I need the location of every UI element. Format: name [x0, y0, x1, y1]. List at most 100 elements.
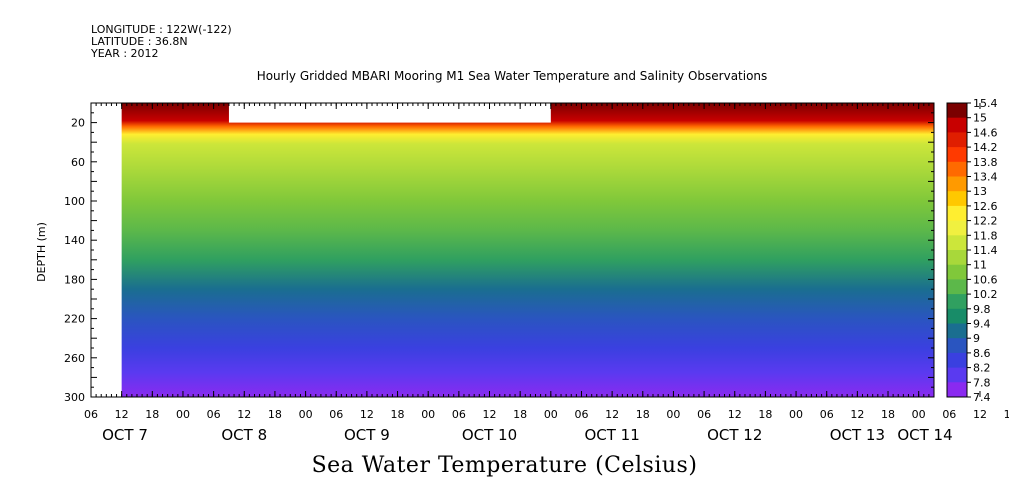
- x-tick-label: 06: [84, 408, 98, 421]
- colorbar-swatch: [947, 294, 967, 310]
- x-tick-label: 00: [789, 408, 803, 421]
- x-tick-label: 18: [881, 408, 895, 421]
- x-tick-label: 12: [115, 408, 129, 421]
- x-tick-label: 18: [758, 408, 772, 421]
- colorbar-swatch: [947, 367, 967, 383]
- y-tick-label: 20: [71, 117, 85, 130]
- longitude-label: LONGITUDE : 122W(-122): [91, 23, 232, 36]
- x-axis: 06 12 18 00 06 12 18 00 06 12 18 00 06 12 18 00 06 12 18 00…: [84, 103, 1009, 444]
- colorbar-swatch: [947, 279, 967, 295]
- x-tick-label: 18: [391, 408, 405, 421]
- x-tick-label: 12: [237, 408, 251, 421]
- colorbar-label: 15: [973, 112, 987, 125]
- x-date-label: OCT 7: [102, 426, 148, 444]
- colorbar-label: 7.8: [973, 376, 991, 389]
- colorbar-label: 14.6: [973, 126, 998, 139]
- colorbar-label: 8.6: [973, 347, 991, 360]
- missing-data-gap: [228, 103, 551, 123]
- x-tick-label: 18: [1004, 408, 1009, 421]
- colorbar-label: 10.2: [973, 288, 998, 301]
- y-tick-label: 220: [64, 313, 85, 326]
- x-date-label: OCT 8: [221, 426, 267, 444]
- colorbar-swatch: [947, 205, 967, 222]
- colorbar-label: 14.2: [973, 141, 998, 154]
- x-tick-label: 06: [697, 408, 711, 421]
- colorbar-swatch: [947, 147, 967, 163]
- colorbar-swatch: [947, 250, 967, 266]
- x-tick-label: 12: [483, 408, 497, 421]
- colorbar-label: 13.8: [973, 156, 998, 169]
- colorbar-swatch: [947, 235, 967, 251]
- colorbar-label: 13: [973, 185, 987, 198]
- temperature-field: [121, 103, 935, 397]
- colorbar-swatch: [947, 323, 967, 339]
- colorbar-label: 9: [973, 332, 980, 345]
- colorbar-label: 11.4: [973, 244, 998, 257]
- chart-title: Hourly Gridded MBARI Mooring M1 Sea Wate…: [257, 69, 768, 83]
- colorbar-swatch: [947, 132, 967, 148]
- y-tick-label: 300: [64, 391, 85, 404]
- x-tick-label: 00: [912, 408, 926, 421]
- colorbar-label: 12.6: [973, 200, 998, 213]
- x-tick-label: 06: [329, 408, 343, 421]
- latitude-label: LATITUDE : 36.8N: [91, 35, 188, 48]
- colorbar-swatch: [947, 103, 967, 119]
- colorbar-swatch: [947, 264, 967, 280]
- x-tick-label: 12: [850, 408, 864, 421]
- colorbar-swatch: [947, 161, 967, 177]
- x-tick-label: 12: [360, 408, 374, 421]
- x-date-label: OCT 12: [707, 426, 762, 444]
- colorbar-swatch: [947, 191, 967, 207]
- colorbar-swatch: [947, 352, 967, 369]
- x-date-label: OCT 11: [584, 426, 639, 444]
- x-tick-label: 06: [207, 408, 221, 421]
- plot-area: [90, 102, 935, 398]
- x-tick-label: 18: [636, 408, 650, 421]
- x-tick-label: 00: [421, 408, 435, 421]
- colorbar-label: 13.4: [973, 171, 998, 184]
- x-date-label: OCT 14: [897, 426, 952, 444]
- x-tick-label: 00: [666, 408, 680, 421]
- y-tick-label: 260: [64, 352, 85, 365]
- x-date-label: OCT 9: [344, 426, 390, 444]
- colorbar-swatch: [947, 308, 967, 324]
- colorbar-label: 11: [973, 259, 987, 272]
- x-tick-label: 06: [574, 408, 588, 421]
- colorbar-swatch: [947, 338, 967, 354]
- x-tick-label: 18: [145, 408, 159, 421]
- y-tick-label: 100: [64, 195, 85, 208]
- colorbar-label: 11.8: [973, 229, 998, 242]
- x-tick-label: 12: [728, 408, 742, 421]
- x-tick-label: 12: [605, 408, 619, 421]
- x-axis-title: Sea Water Temperature (Celsius): [311, 453, 698, 478]
- x-tick-label: 18: [513, 408, 527, 421]
- colorbar-label: 9.8: [973, 303, 991, 316]
- x-tick-label: 06: [452, 408, 466, 421]
- x-tick-label: 00: [299, 408, 313, 421]
- colorbar-swatch: [947, 220, 967, 236]
- y-axis-title: DEPTH (m): [35, 222, 48, 282]
- x-tick-label: 06: [942, 408, 956, 421]
- colorbar-label: 9.4: [973, 318, 991, 331]
- y-tick-label: 60: [71, 156, 85, 169]
- colorbar-label: 10.6: [973, 273, 998, 286]
- x-date-label: OCT 13: [830, 426, 885, 444]
- x-tick-label: 12: [973, 408, 987, 421]
- colorbar-label: 7.4: [973, 391, 991, 404]
- x-tick-label: 06: [820, 408, 834, 421]
- colorbar-swatch: [947, 117, 967, 133]
- x-tick-label: 00: [176, 408, 190, 421]
- x-tick-label: 00: [544, 408, 558, 421]
- colorbar-label: 8.2: [973, 362, 991, 375]
- colorbar-label: 15.4: [973, 97, 998, 110]
- colorbar-swatch: [947, 176, 967, 192]
- y-tick-label: 180: [64, 273, 85, 286]
- year-label: YEAR : 2012: [91, 47, 159, 60]
- y-tick-label: 140: [64, 234, 85, 247]
- colorbar-swatch: [947, 382, 967, 398]
- colorbar-label: 12.2: [973, 215, 998, 228]
- y-axis: 20 60 100 140 180 220 260 300: [64, 102, 934, 404]
- x-tick-label: 18: [268, 408, 282, 421]
